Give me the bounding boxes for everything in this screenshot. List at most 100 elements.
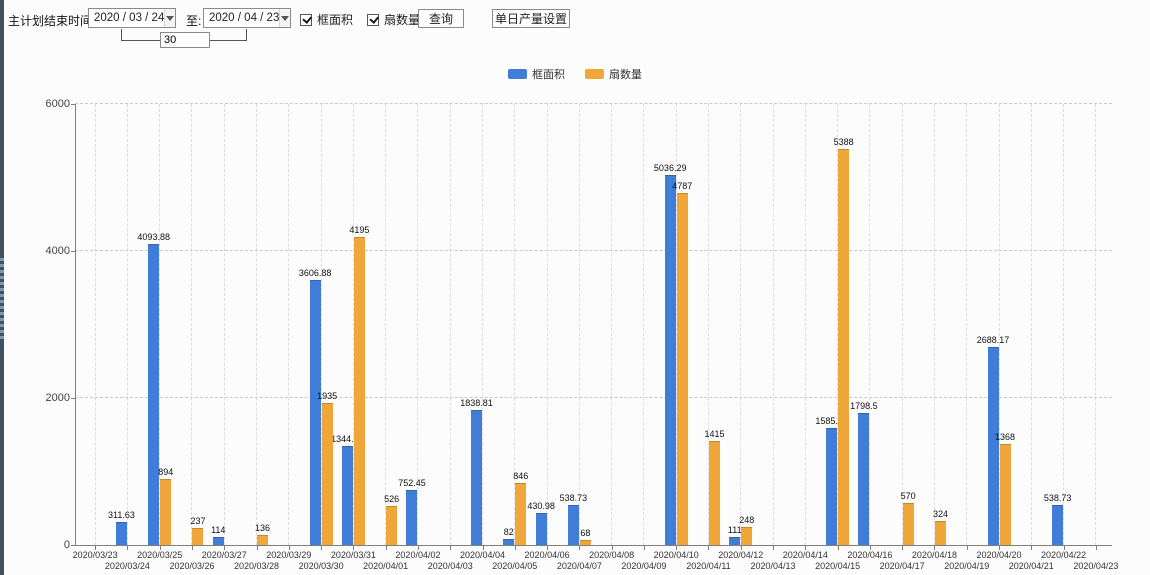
bar (192, 527, 204, 545)
checkbox-icon[interactable] (300, 13, 312, 26)
bar-value-label: 846 (513, 470, 529, 481)
gridline-horizontal (75, 250, 1112, 251)
bar (676, 193, 688, 545)
gridline-vertical (837, 104, 839, 545)
connector-line (121, 29, 122, 40)
y-tick-mark (71, 104, 75, 105)
plan-end-time-label: 主计划结束时间: (8, 14, 96, 28)
interval-days-input[interactable] (160, 32, 210, 48)
bar-value-label: 111 (727, 524, 742, 535)
daily-output-settings-button[interactable]: 单日产量设置 (492, 9, 570, 28)
bar (406, 489, 418, 545)
x-tick-mark (482, 546, 484, 550)
x-tick-mark (385, 546, 387, 550)
bar-value-label: 4093.88 (137, 232, 170, 243)
x-tick-mark (869, 546, 871, 550)
gridline-vertical (126, 104, 128, 545)
x-tick-mark (224, 546, 226, 550)
bar-value-label: 894 (158, 467, 174, 478)
x-tick-mark (740, 546, 742, 550)
bar-value-label: 538.73 (559, 493, 588, 504)
bar-value-label: 114 (211, 524, 226, 535)
gridline-vertical (998, 104, 1000, 545)
x-tick-label: 2020/04/12 (718, 550, 764, 560)
bar (858, 412, 870, 545)
x-tick-label: 2020/04/08 (589, 550, 635, 560)
x-tick-label: 2020/04/06 (524, 550, 570, 560)
x-tick-label: 2020/04/09 (621, 561, 667, 571)
start-date-picker[interactable]: 2020 / 03 / 24 (88, 8, 176, 28)
bar (838, 148, 850, 545)
x-tick-label: 2020/04/16 (847, 550, 893, 560)
bar (579, 540, 591, 545)
bar-value-label: 248 (739, 514, 755, 525)
y-tick-label: 4000 (45, 245, 70, 257)
x-tick-mark (547, 546, 549, 550)
bar-value-label: 5388 (833, 136, 854, 147)
bar-value-label: 82 (503, 526, 514, 537)
connector-line (246, 29, 247, 40)
checkbox-frame-area[interactable]: 框面积 (300, 11, 353, 28)
end-date-value: 2020 / 04 / 23 (209, 12, 280, 24)
connector-line (121, 40, 160, 41)
bar (535, 513, 547, 545)
window-edge-accent (0, 258, 4, 342)
x-tick-label: 2020/04/11 (686, 561, 731, 571)
x-tick-mark (643, 546, 645, 550)
gridline-horizontal (75, 397, 1112, 398)
bar (999, 444, 1011, 545)
bar-value-label: 1344.95 (331, 434, 364, 445)
bar (515, 482, 527, 545)
gridline-vertical (1063, 104, 1065, 545)
x-tick-label: 2020/04/07 (556, 561, 602, 571)
end-date-picker[interactable]: 2020 / 04 / 23 (203, 8, 291, 28)
bar (148, 244, 160, 545)
chevron-down-icon[interactable] (279, 9, 290, 27)
bar (257, 535, 269, 545)
y-tick-mark (71, 545, 75, 546)
legend-swatch-blue (508, 69, 527, 79)
x-tick-label: 2020/04/01 (363, 561, 409, 571)
bar (1052, 505, 1064, 545)
legend-swatch-orange (585, 69, 604, 79)
x-tick-label: 2020/04/04 (459, 550, 506, 560)
bar-value-label: 5036.29 (653, 162, 687, 173)
gridline-vertical (772, 104, 774, 545)
series-checkbox-group: 框面积 扇数量 (300, 11, 420, 28)
bar-value-label: 4787 (672, 181, 693, 192)
bar-value-label: 430.98 (527, 501, 555, 512)
y-tick-mark (71, 398, 75, 399)
x-tick-label: 2020/03/23 (72, 550, 118, 560)
bar-value-label: 311.63 (107, 510, 135, 521)
legend-item-frame-area: 框面积 (508, 66, 565, 82)
gridline-vertical (288, 104, 290, 545)
x-tick-label: 2020/04/03 (427, 561, 473, 571)
bar-value-label: 136 (255, 523, 271, 533)
x-tick-mark (514, 546, 516, 550)
x-tick-mark (902, 546, 904, 550)
y-tick-label: 0 (63, 539, 70, 551)
x-tick-label: 2020/03/27 (201, 550, 247, 560)
bar-value-label: 237 (190, 515, 206, 526)
query-button[interactable]: 查询 (418, 9, 464, 28)
connector-line (205, 40, 247, 41)
gridline-vertical (385, 104, 387, 545)
x-tick-label: 2020/04/23 (1073, 561, 1119, 571)
gridline-vertical (417, 104, 419, 545)
bar (902, 503, 914, 545)
x-tick-label: 2020/03/24 (104, 561, 150, 571)
gridline-vertical (223, 104, 225, 545)
checkbox-fan-count[interactable]: 扇数量 (367, 11, 420, 28)
gridline-vertical (159, 104, 161, 545)
x-tick-mark (1031, 546, 1033, 550)
bar-value-label: 752.45 (398, 477, 426, 488)
x-tick-label: 2020/04/22 (1041, 550, 1087, 560)
x-tick-mark (288, 546, 290, 550)
bar-value-label: 1585.96 (815, 416, 848, 427)
gridline-vertical (611, 104, 613, 545)
bar-value-label: 1838.81 (460, 397, 493, 408)
gridline-horizontal (75, 103, 1112, 104)
checkbox-icon[interactable] (367, 13, 380, 26)
chevron-down-icon[interactable] (164, 9, 175, 27)
gridline-vertical (320, 104, 322, 545)
